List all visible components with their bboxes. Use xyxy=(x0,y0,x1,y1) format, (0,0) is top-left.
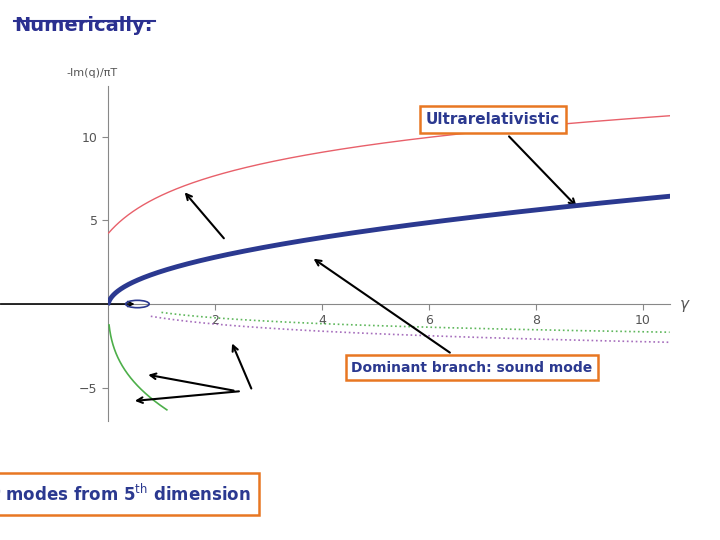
Text: Ultrarelativistic: Ultrarelativistic xyxy=(426,112,575,205)
Text: γ: γ xyxy=(680,296,689,312)
Text: Dominant branch: sound mode: Dominant branch: sound mode xyxy=(315,260,593,375)
Text: Higher modes from 5$^{\rm th}$ dimension: Higher modes from 5$^{\rm th}$ dimension xyxy=(0,482,251,507)
Text: Numerically:: Numerically: xyxy=(14,16,153,35)
Text: -Im(q)/πT: -Im(q)/πT xyxy=(66,68,117,78)
Text: sound: sound xyxy=(0,298,132,310)
